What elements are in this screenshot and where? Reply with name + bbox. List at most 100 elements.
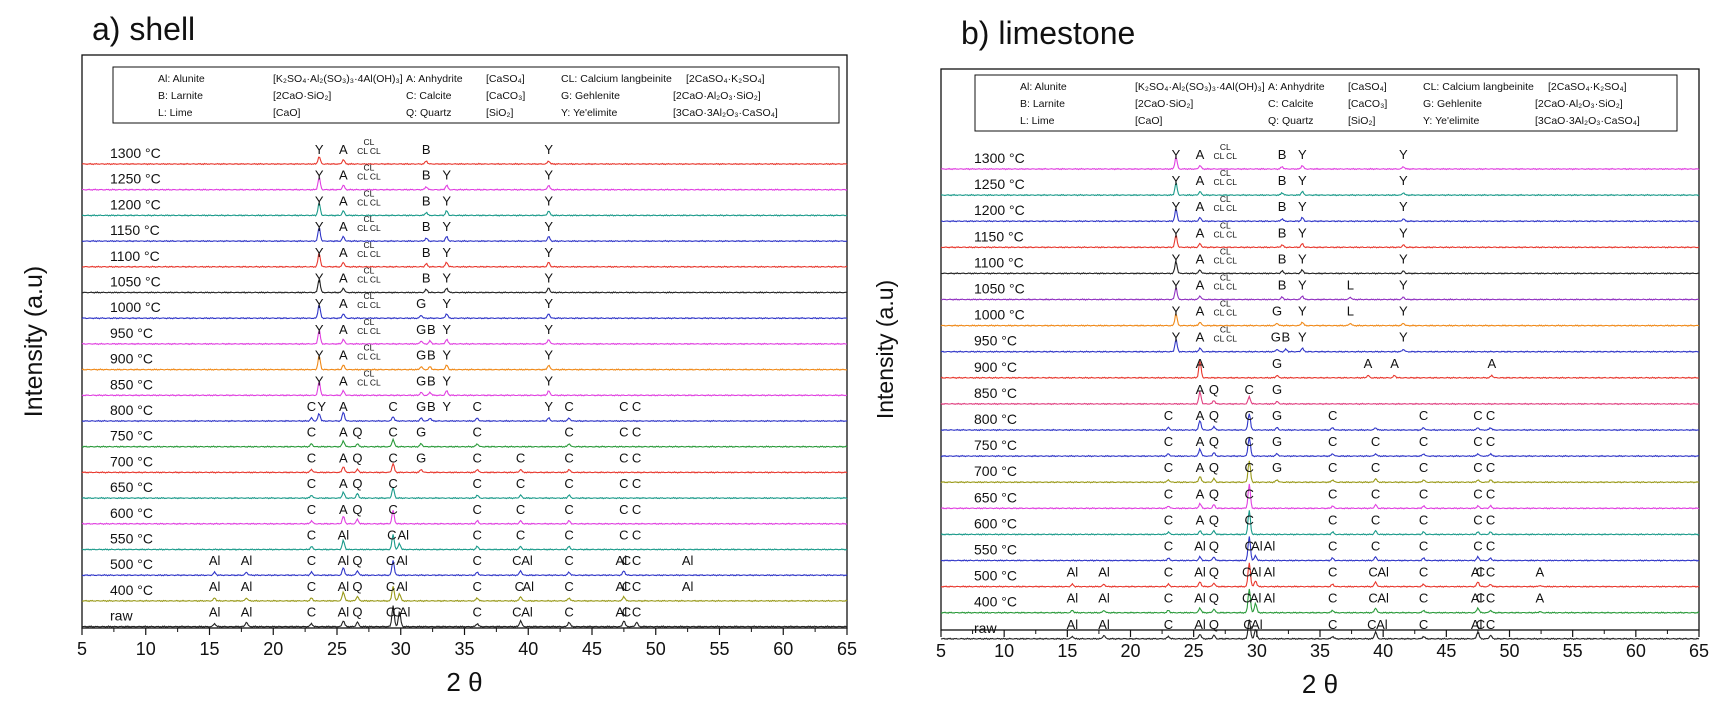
phase-label: A xyxy=(339,271,348,286)
legend-entry-name: L: Lime xyxy=(1020,115,1055,127)
series-label: 750 °C xyxy=(110,428,153,444)
phase-label: G xyxy=(416,322,426,337)
phase-label: C xyxy=(1245,539,1254,554)
phase-label: C xyxy=(473,605,482,620)
phase-label: C xyxy=(619,450,628,465)
trace-line xyxy=(81,462,848,474)
phase-label: B xyxy=(1278,199,1287,214)
phase-label: CL xyxy=(1220,325,1231,335)
phase-label: A xyxy=(1364,356,1373,371)
phase-label: A xyxy=(339,168,348,183)
phase-label: Al xyxy=(1264,591,1276,606)
series-label: 1250 °C xyxy=(110,171,161,187)
phase-label: CL xyxy=(357,223,368,233)
phase-label: C xyxy=(632,425,641,440)
phase-label: CL xyxy=(363,240,374,250)
phase-label: C xyxy=(564,502,573,517)
legend-entry-name: A: Anhydrite xyxy=(406,73,463,85)
phase-label: Y xyxy=(544,322,553,337)
series-label: 1300 °C xyxy=(110,145,161,161)
phase-label: Y xyxy=(544,193,553,208)
phase-label: C xyxy=(307,605,316,620)
phase-label: CL xyxy=(363,266,374,276)
trace-line xyxy=(81,156,848,166)
phase-label: G xyxy=(416,450,426,465)
trace-line xyxy=(940,588,1700,615)
phase-label: C xyxy=(1486,617,1495,632)
series-label: 950 °C xyxy=(974,333,1017,349)
phase-label: Q xyxy=(1209,565,1219,580)
phase-label: C xyxy=(516,502,525,517)
trace-line xyxy=(81,437,848,449)
phase-label: C xyxy=(1164,460,1173,475)
phase-label: CL xyxy=(357,172,368,182)
phase-label: Al xyxy=(1471,591,1483,606)
series-label: 850 °C xyxy=(110,376,153,392)
trace-line xyxy=(81,605,848,628)
phase-label: Y xyxy=(1399,173,1408,188)
x-tick-label: 45 xyxy=(582,639,602,659)
phase-label: Y xyxy=(315,142,324,157)
phase-label: C xyxy=(388,450,397,465)
phase-label: G xyxy=(1271,330,1281,345)
trace-line xyxy=(81,177,848,192)
phase-label: C xyxy=(386,553,395,568)
phase-label: C xyxy=(564,425,573,440)
y-axis-label: Intensity (a.u) xyxy=(20,266,48,417)
phase-label: C xyxy=(1419,408,1428,423)
trace-line xyxy=(81,305,848,320)
phase-label: Al xyxy=(396,553,408,568)
phase-label: G xyxy=(416,425,426,440)
phase-label: CL xyxy=(363,188,374,198)
phase-label: C xyxy=(1486,434,1495,449)
phase-label: Y xyxy=(544,271,553,286)
phase-label: CL xyxy=(357,197,368,207)
phase-label: C xyxy=(632,579,641,594)
series-label: 500 °C xyxy=(110,556,153,572)
legend-entry-name: G: Gehlenite xyxy=(561,90,620,102)
legend-entry-formula: [CaSO₄] xyxy=(1348,81,1387,93)
series-label: 1150 °C xyxy=(110,222,160,238)
phase-label: CL xyxy=(1213,177,1224,187)
phase-label: Y xyxy=(1399,199,1408,214)
phase-label: B xyxy=(427,399,436,414)
phase-label: C xyxy=(1245,382,1254,397)
phase-label: C xyxy=(512,605,521,620)
phase-label: G xyxy=(1272,382,1282,397)
phase-label: C xyxy=(473,528,482,543)
phase-label: C xyxy=(1419,565,1428,580)
phase-label: C xyxy=(1242,591,1251,606)
phase-label: C xyxy=(619,399,628,414)
phase-label: C xyxy=(1486,539,1495,554)
phase-label: Q xyxy=(352,579,362,594)
phase-label: C xyxy=(1371,512,1380,527)
phase-label: Al xyxy=(1194,591,1206,606)
trace-line xyxy=(81,279,847,294)
phase-label: Q xyxy=(1209,591,1219,606)
phase-label: Y xyxy=(1172,278,1181,293)
trace-line xyxy=(81,534,848,551)
phase-label: CL xyxy=(357,146,368,156)
phase-label: B xyxy=(422,193,431,208)
phase-label: A xyxy=(1487,356,1496,371)
trace-line xyxy=(940,436,1700,458)
phase-label: C xyxy=(512,553,521,568)
series-label: 1050 °C xyxy=(110,274,161,290)
phase-label: Al xyxy=(1264,565,1276,580)
phase-label: Al xyxy=(399,605,411,620)
phase-label: Al xyxy=(209,553,221,568)
phase-label: C xyxy=(473,579,482,594)
phase-label: C xyxy=(1368,565,1377,580)
series-label: raw xyxy=(110,608,133,624)
phase-label: C xyxy=(473,399,482,414)
chart-title: a) shell xyxy=(92,11,195,47)
legend-entry-formula: [2CaSO₄·K₂SO₄] xyxy=(1548,81,1627,93)
phase-label: Al xyxy=(1377,591,1389,606)
phase-label: Al xyxy=(1251,539,1263,554)
phase-label: Y xyxy=(1172,251,1181,266)
phase-label: Q xyxy=(1209,617,1219,632)
phase-label: A xyxy=(1196,486,1205,501)
phase-label: Y xyxy=(442,219,451,234)
phase-label: Q xyxy=(1209,382,1219,397)
